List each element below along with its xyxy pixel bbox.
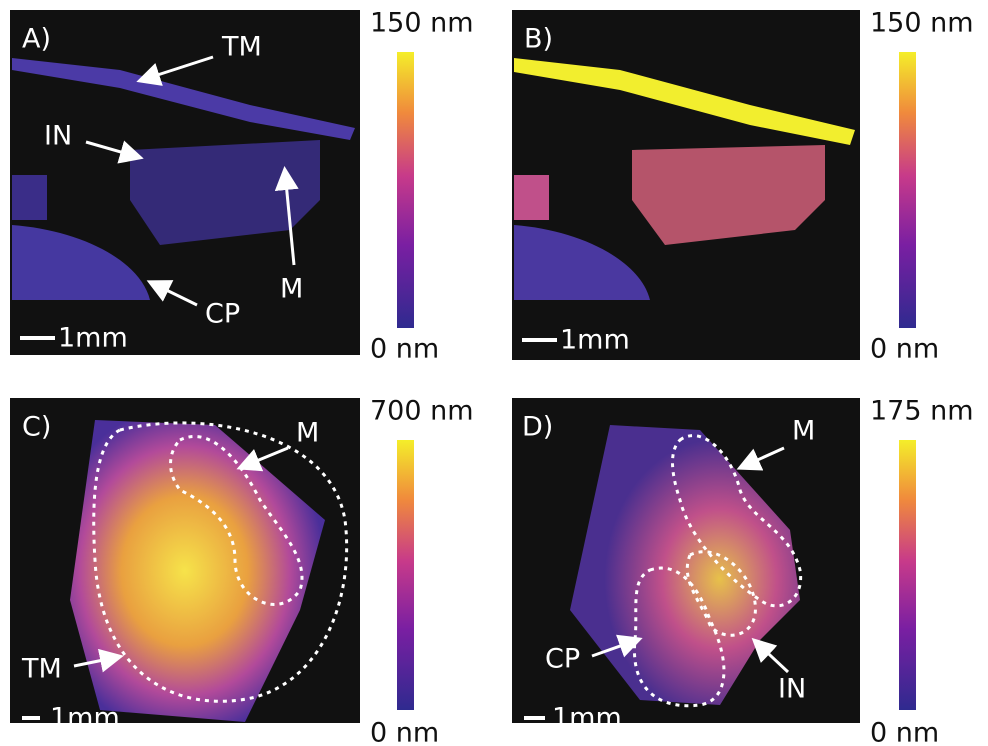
tissue xyxy=(12,175,47,220)
colorbar xyxy=(899,440,916,710)
figure: A) TM IN M CP 1mm 150 nm 0 nm B) 1mm 150… xyxy=(0,0,988,746)
annotation: IN xyxy=(44,121,72,152)
panel-c: C) M TM 1mm 700 nm 0 nm xyxy=(10,396,474,746)
annotation: IN xyxy=(778,674,806,705)
annotation: TM xyxy=(221,32,262,63)
colorbar-max: 150 nm xyxy=(370,8,474,39)
colorbar-min: 0 nm xyxy=(370,334,439,365)
annotation: CP xyxy=(205,299,240,330)
scale-label: 1mm xyxy=(58,323,128,354)
colorbar xyxy=(397,440,414,710)
scale-label: 1mm xyxy=(552,703,622,734)
colorbar-min: 0 nm xyxy=(870,718,939,746)
colorbar-max: 175 nm xyxy=(870,396,974,427)
colorbar-max: 700 nm xyxy=(370,396,474,427)
panel-b: B) 1mm 150 nm 0 nm xyxy=(512,8,974,365)
panel-label: B) xyxy=(524,24,553,55)
colorbar xyxy=(397,52,414,328)
scale-label: 1mm xyxy=(560,325,630,356)
annotation: M xyxy=(280,274,303,305)
panel-a: A) TM IN M CP 1mm 150 nm 0 nm xyxy=(10,8,474,365)
annotation: CP xyxy=(545,644,580,675)
scale-label: 1mm xyxy=(50,703,120,734)
colorbar xyxy=(899,52,916,328)
annotation: TM xyxy=(21,654,62,685)
panel-label: A) xyxy=(22,24,51,55)
colorbar-max: 150 nm xyxy=(870,8,974,39)
colorbar-min: 0 nm xyxy=(870,334,939,365)
panel-label: D) xyxy=(522,412,553,443)
panel-d: D) M CP IN 1mm 175 nm 0 nm xyxy=(512,396,974,746)
colorbar-min: 0 nm xyxy=(370,718,439,746)
annotation: M xyxy=(296,418,319,449)
annotation: M xyxy=(792,416,815,447)
tissue xyxy=(514,175,549,220)
panel-label: C) xyxy=(22,412,51,443)
